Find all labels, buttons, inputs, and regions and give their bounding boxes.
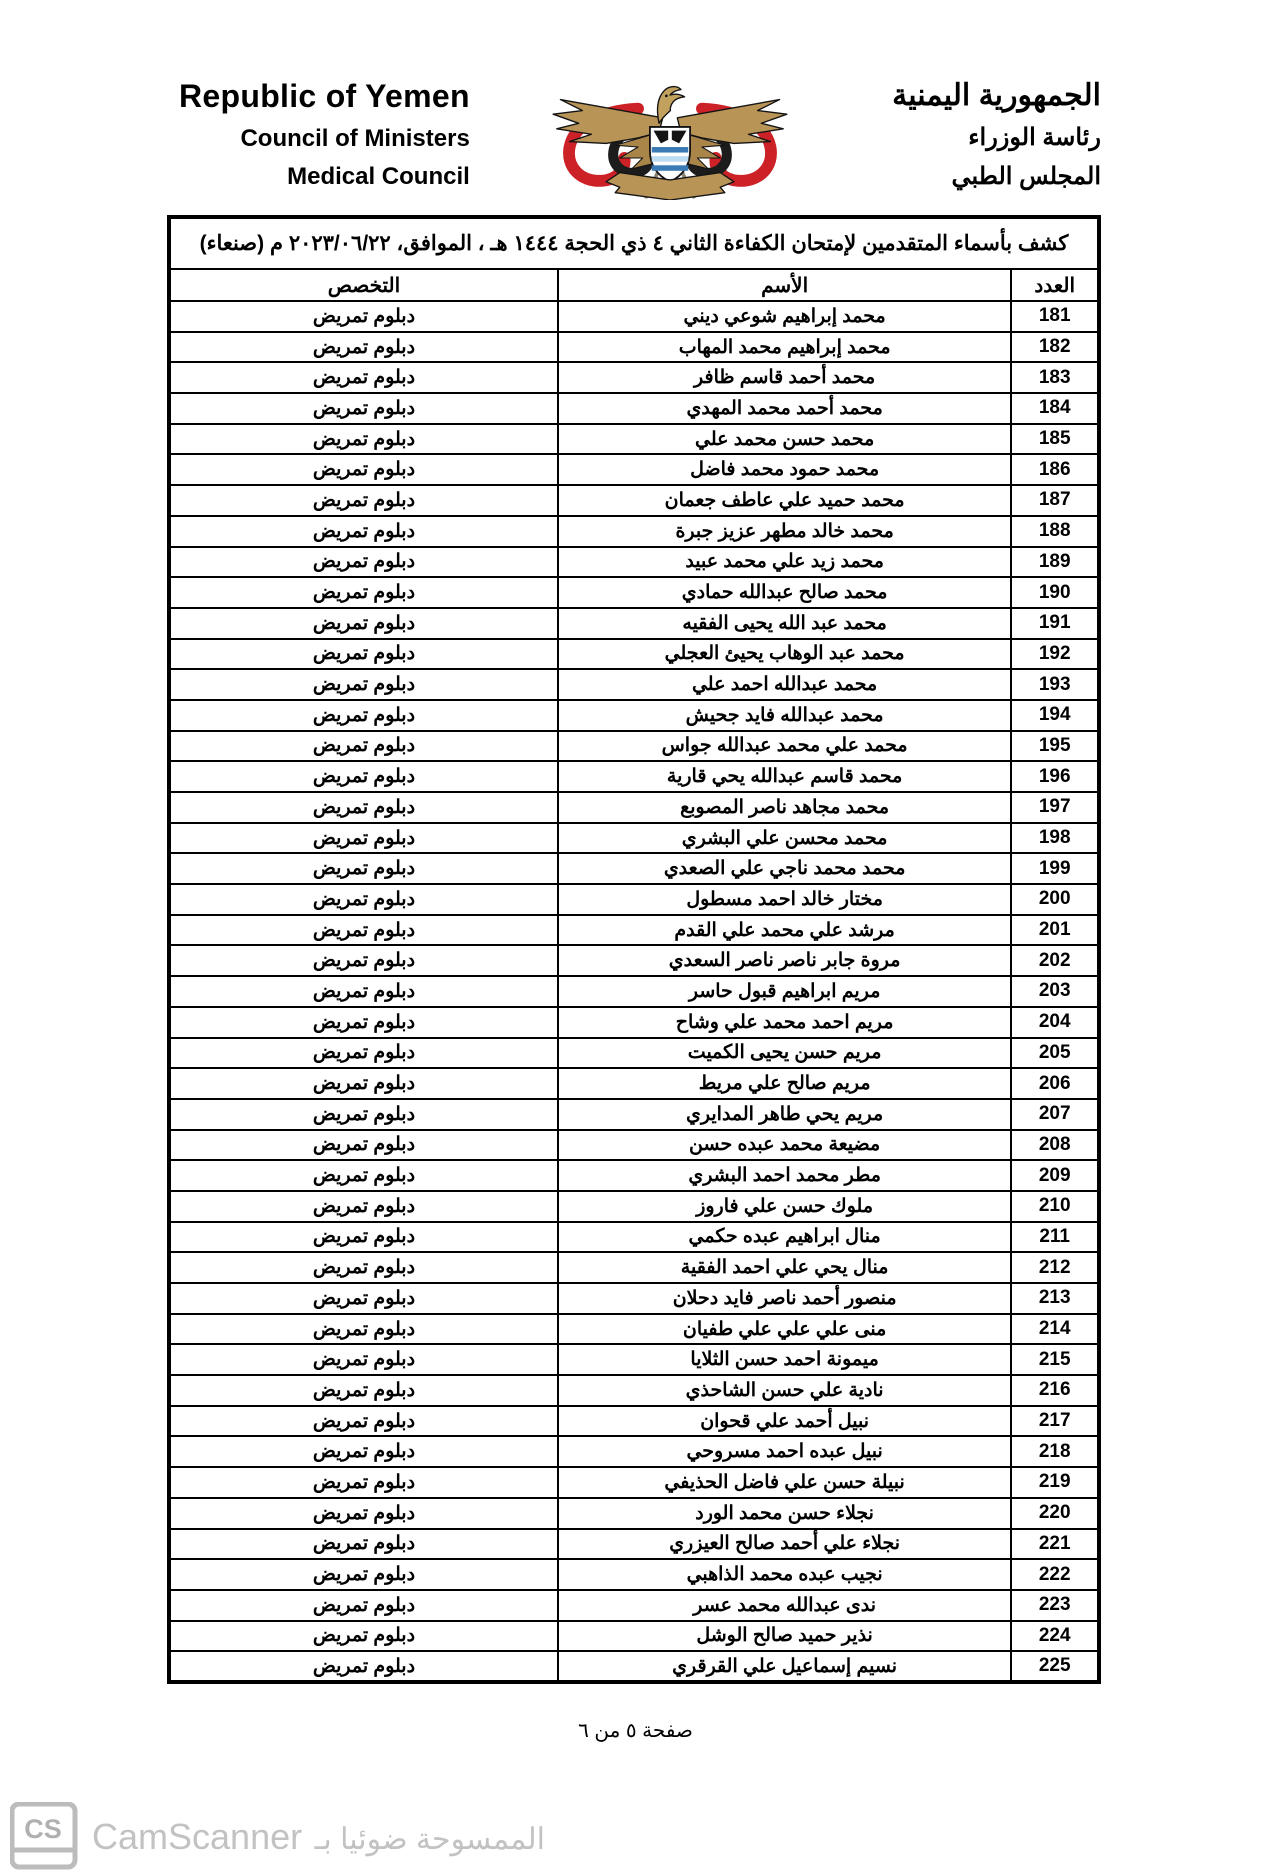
svg-text:CamScanner: CamScanner <box>92 1816 302 1857</box>
svg-text:CS: CS <box>24 1814 62 1844</box>
svg-text:الممسوحة ضوئيا بـ: الممسوحة ضوئيا بـ <box>314 1823 545 1857</box>
